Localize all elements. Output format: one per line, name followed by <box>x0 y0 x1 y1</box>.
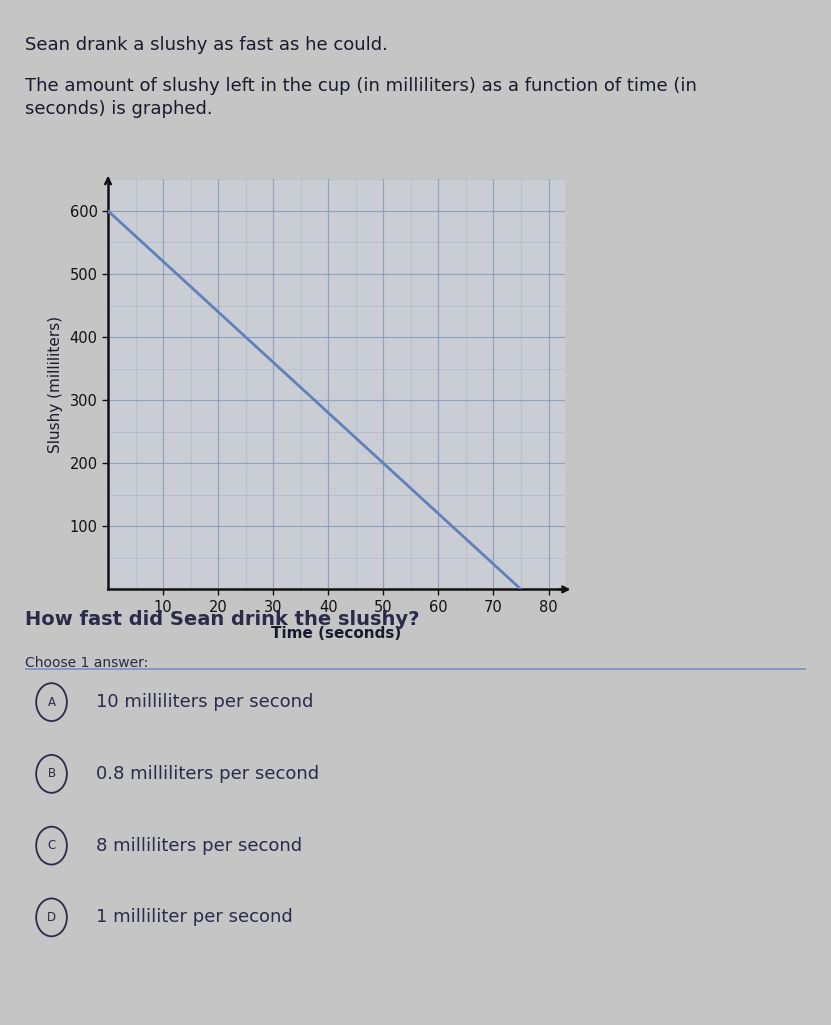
Text: 1 milliliter per second: 1 milliliter per second <box>96 908 293 927</box>
Text: 0.8 milliliters per second: 0.8 milliliters per second <box>96 765 319 783</box>
X-axis label: Time (seconds): Time (seconds) <box>272 626 401 641</box>
Text: The amount of slushy left in the cup (in milliliters) as a function of time (in
: The amount of slushy left in the cup (in… <box>25 77 697 118</box>
Y-axis label: Slushy (milliliters): Slushy (milliliters) <box>47 316 62 453</box>
Text: 10 milliliters per second: 10 milliliters per second <box>96 693 313 711</box>
Text: B: B <box>47 768 56 780</box>
Text: A: A <box>47 696 56 708</box>
Text: Choose 1 answer:: Choose 1 answer: <box>25 656 148 670</box>
Text: 8 milliliters per second: 8 milliliters per second <box>96 836 302 855</box>
Text: How fast did Sean drink the slushy?: How fast did Sean drink the slushy? <box>25 610 420 629</box>
Text: D: D <box>47 911 56 924</box>
Text: Sean drank a slushy as fast as he could.: Sean drank a slushy as fast as he could. <box>25 36 388 54</box>
Text: C: C <box>47 839 56 852</box>
